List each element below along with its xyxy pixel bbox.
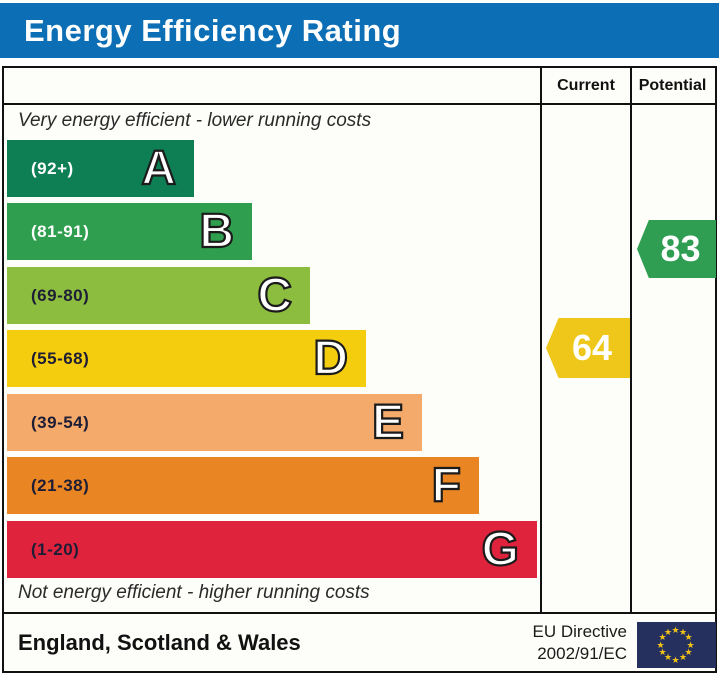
column-divider-current <box>540 68 542 612</box>
eu-star-icon: ★ <box>664 626 673 637</box>
eu-directive-line1: EU Directive <box>532 622 627 641</box>
band-letter: B <box>198 204 235 259</box>
eu-star-icon: ★ <box>664 652 673 663</box>
potential-rating-value: 83 <box>660 228 701 269</box>
potential-column-header: Potential <box>638 76 707 94</box>
current-column-header: Current <box>557 76 615 94</box>
column-divider-potential <box>630 68 632 612</box>
band-row-a: (92+) A <box>7 140 194 197</box>
footer-row: England, Scotland & Wales EU Directive 2… <box>4 614 716 671</box>
eu-directive-label: EU Directive 2002/91/EC <box>533 621 627 666</box>
band-letter: A <box>140 141 177 196</box>
eu-star-icon: ★ <box>679 652 688 663</box>
footer-region-label: England, Scotland & Wales <box>18 629 301 655</box>
eu-flag-icon: ★ ★ ★ ★ ★ ★ ★ ★ ★ ★ ★ ★ <box>637 622 716 668</box>
band-row-f: (21-38) F <box>7 457 479 514</box>
energy-rating-chart: Current Potential Very energy efficient … <box>2 66 717 673</box>
header-row-divider <box>4 103 715 105</box>
band-range-label: (1-20) <box>31 539 80 559</box>
band-range-label: (21-38) <box>31 475 90 495</box>
eu-star-icon: ★ <box>658 632 667 642</box>
footer-row-divider <box>4 612 715 614</box>
eu-star-icon: ★ <box>684 632 693 642</box>
band-range-label: (55-68) <box>31 348 90 368</box>
band-row-b: (81-91) B <box>7 203 252 260</box>
eu-star-icon: ★ <box>658 647 667 657</box>
band-row-g: (1-20) G <box>7 521 537 578</box>
band-letter: C <box>256 268 293 323</box>
band-range-label: (81-91) <box>31 221 90 241</box>
page-title: Energy Efficiency Rating <box>24 12 402 48</box>
eu-star-icon: ★ <box>684 647 693 657</box>
band-letter: E <box>371 395 405 450</box>
band-letter: F <box>431 458 463 513</box>
current-rating-value: 64 <box>571 327 613 368</box>
band-range-label: (69-80) <box>31 285 90 305</box>
band-letter: G <box>481 522 521 577</box>
current-rating-marker: 64 <box>546 318 630 378</box>
potential-rating-marker: 83 <box>637 220 716 278</box>
eu-star-icon: ★ <box>671 624 680 635</box>
eu-star-icon: ★ <box>671 654 680 665</box>
eu-star-icon: ★ <box>686 639 695 650</box>
band-row-e: (39-54) E <box>7 394 422 451</box>
top-caption: Very energy efficient - lower running co… <box>18 110 372 131</box>
band-range-label: (92+) <box>31 158 74 178</box>
eu-star-icon: ★ <box>679 626 688 637</box>
page-title-bar: Energy Efficiency Rating <box>0 3 719 58</box>
band-row-d: (55-68) D <box>7 330 366 387</box>
band-row-c: (69-80) C <box>7 267 310 324</box>
bottom-caption: Not energy efficient - higher running co… <box>18 582 370 603</box>
eu-star-icon: ★ <box>656 639 665 650</box>
eu-directive-line2: 2002/91/EC <box>537 644 627 664</box>
band-letter: D <box>312 331 349 386</box>
band-range-label: (39-54) <box>31 412 90 432</box>
